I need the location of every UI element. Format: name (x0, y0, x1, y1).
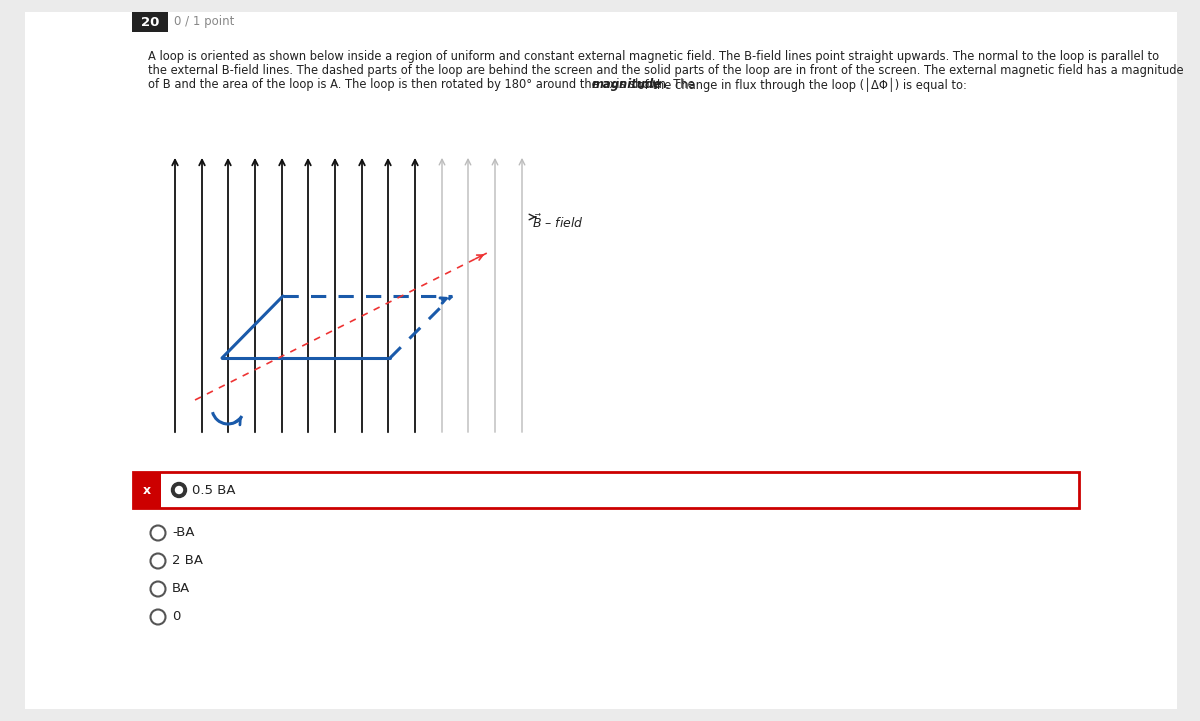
Text: A loop is oriented as shown below inside a region of uniform and constant extern: A loop is oriented as shown below inside… (148, 50, 1159, 63)
Text: the external B-field lines. The dashed parts of the loop are behind the screen a: the external B-field lines. The dashed p… (148, 64, 1183, 77)
Text: 2 BA: 2 BA (172, 554, 203, 567)
Bar (133, 472, 1079, 508)
Text: -BA: -BA (172, 526, 194, 539)
Bar (133, 472, 161, 508)
Text: 0: 0 (172, 611, 180, 624)
Text: of B and the area of the loop is A. The loop is then rotated by 180° around the : of B and the area of the loop is A. The … (148, 78, 698, 91)
Circle shape (172, 482, 186, 497)
Circle shape (175, 487, 182, 493)
Text: $\vec{B}$ – field: $\vec{B}$ – field (532, 213, 583, 231)
Text: x: x (143, 484, 151, 497)
Text: of the change in flux through the loop (│ΔΦ│) is equal to:: of the change in flux through the loop (… (634, 78, 967, 92)
Text: BA: BA (172, 583, 191, 596)
Text: magnitude: magnitude (592, 78, 661, 91)
Text: 0 / 1 point: 0 / 1 point (174, 15, 234, 29)
Text: 0.5 BA: 0.5 BA (192, 484, 235, 497)
Bar (132, 12, 168, 32)
Text: 20: 20 (140, 15, 160, 29)
